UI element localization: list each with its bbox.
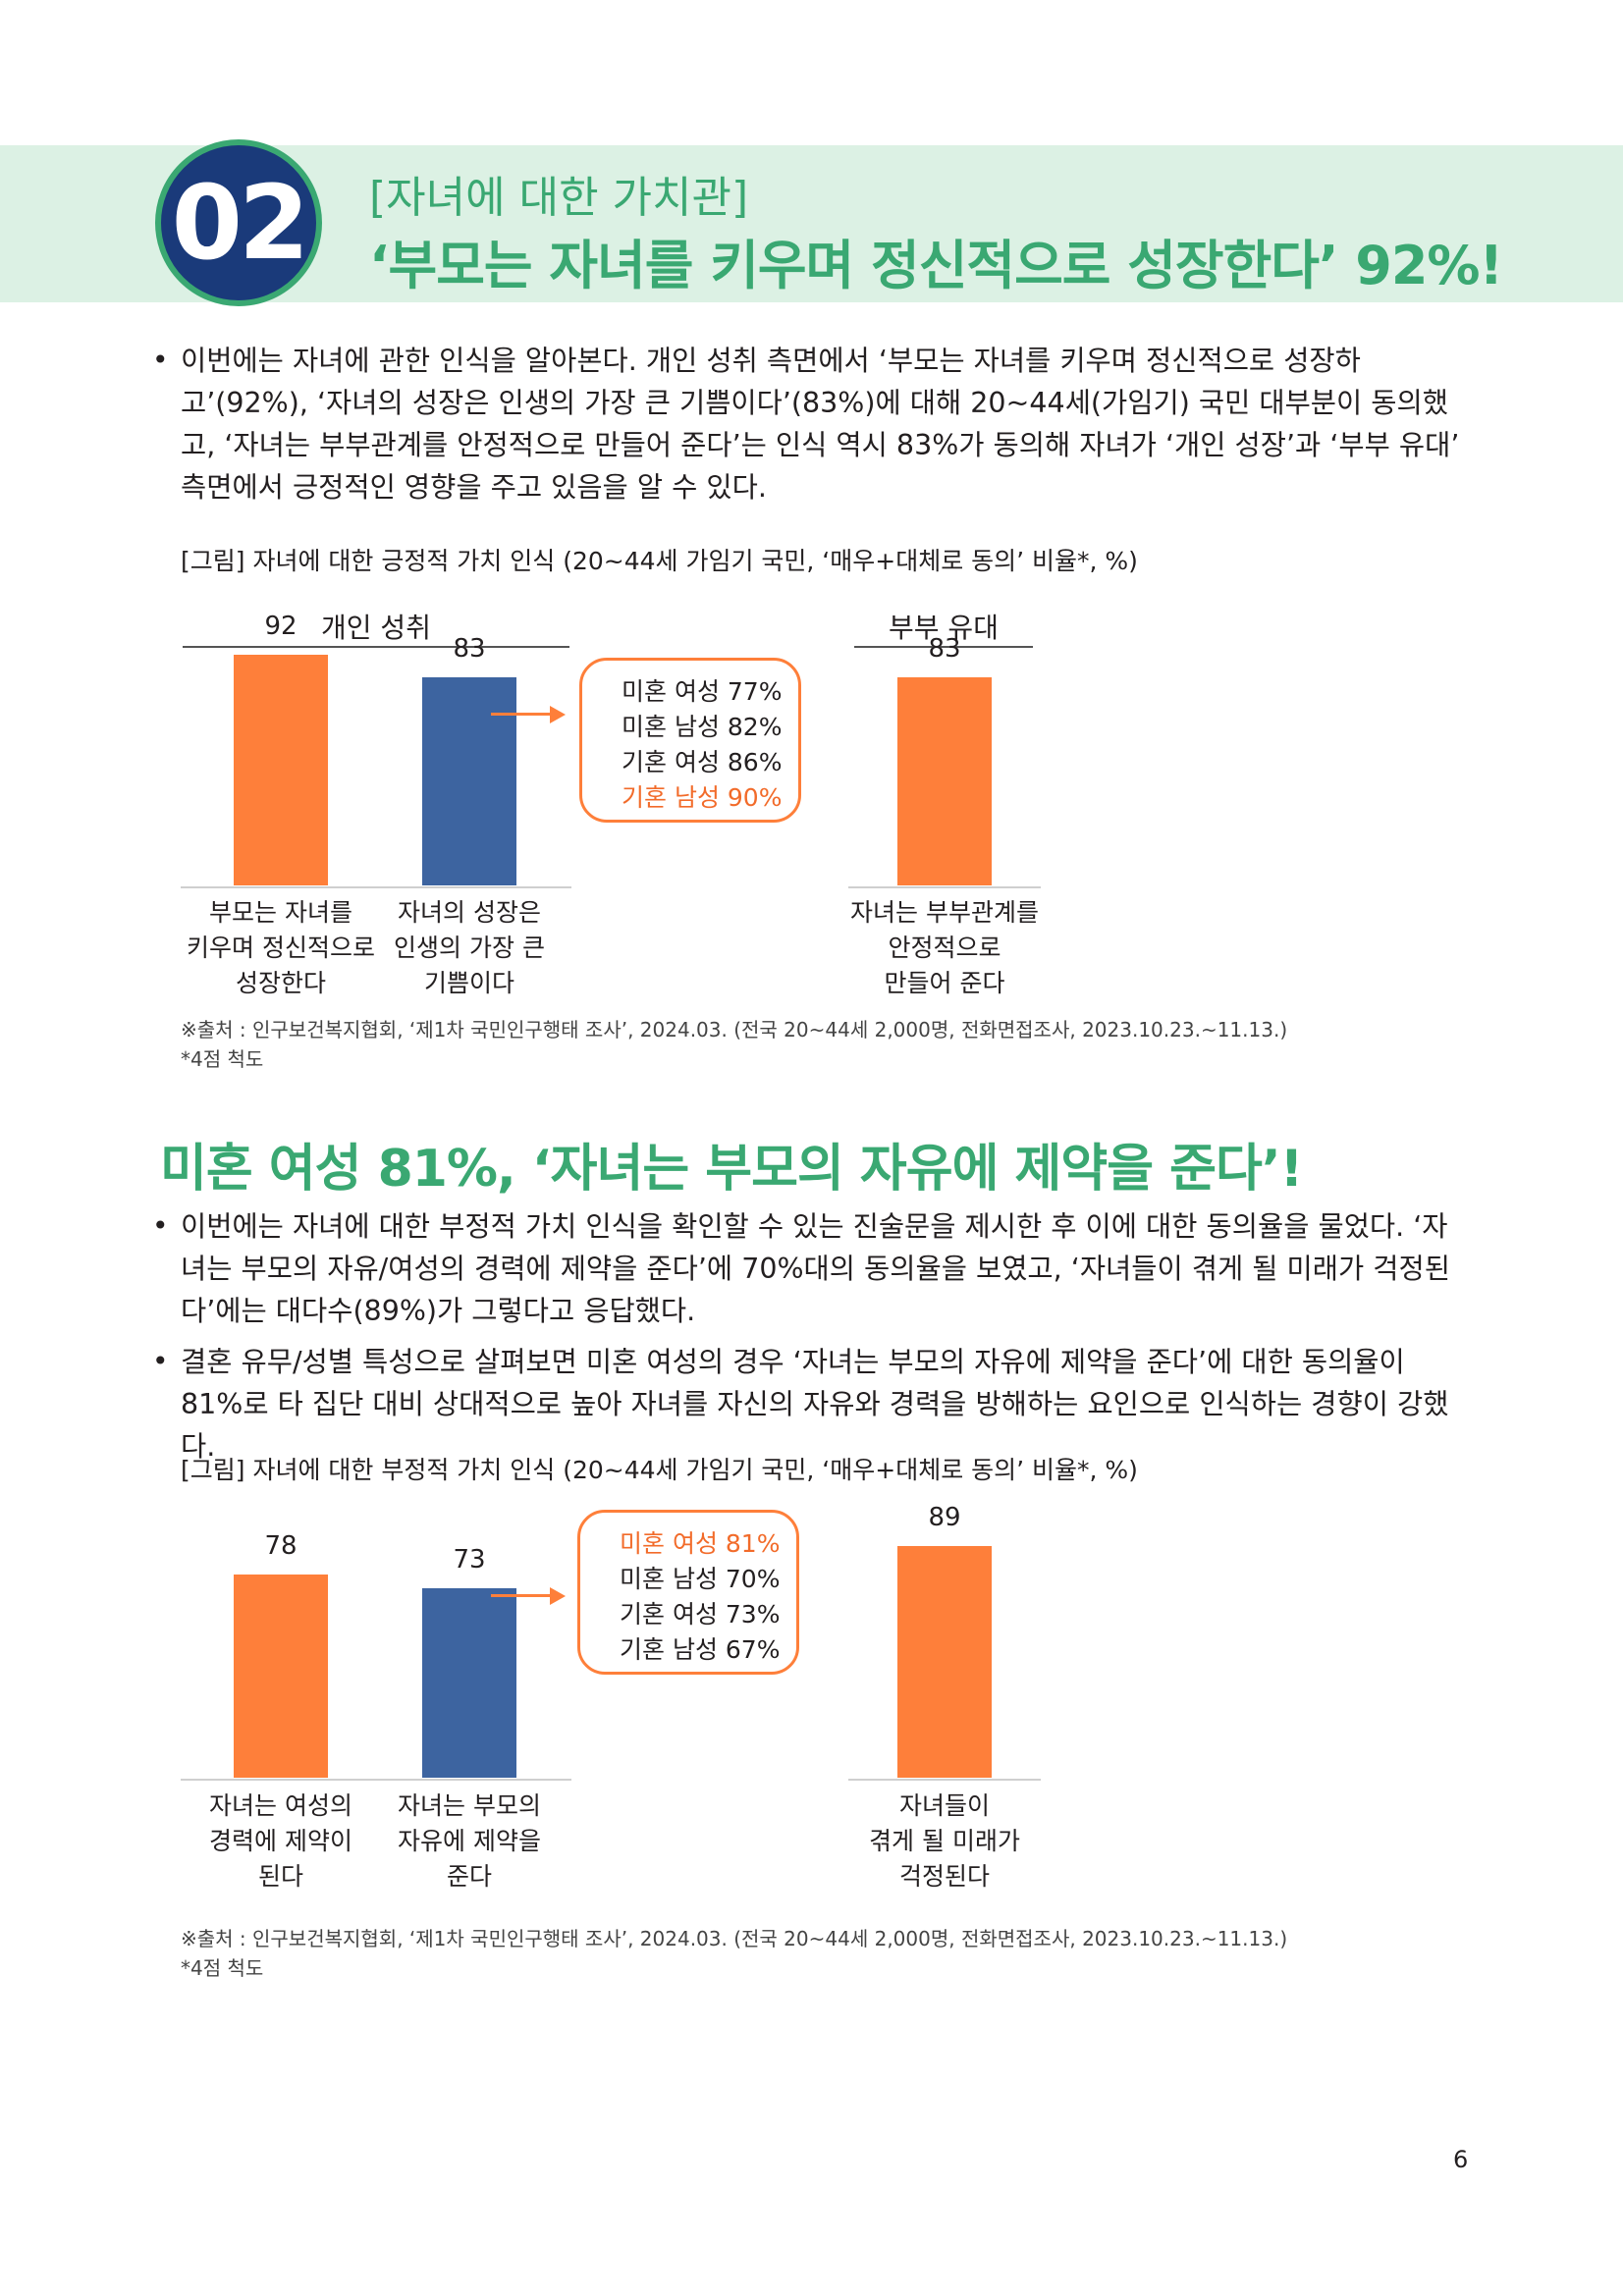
section-number-badge: 02	[155, 139, 322, 306]
x-label-line: 된다	[257, 1862, 303, 1891]
x-label-line: 만들어 준다	[884, 969, 1005, 997]
x-label-line: 키우며 정신적으로	[187, 934, 375, 962]
x-label-line: 겪게 될 미래가	[869, 1827, 1020, 1855]
callout-line-highlight: 미혼 여성 81%	[620, 1529, 781, 1558]
x-label-line: 자유에 제약을	[398, 1827, 541, 1855]
figure1-caption: [그림] 자녀에 대한 긍정적 가치 인식 (20~44세 가임기 국민, ‘매…	[181, 547, 1138, 575]
callout-line: 기혼 여성 73%	[620, 1600, 781, 1629]
x-label-line: 부모는 자녀를	[209, 898, 352, 927]
x-label-line: 안정적으로	[888, 934, 1001, 962]
callout-line: 미혼 남성 70%	[620, 1565, 781, 1593]
page-number: 6	[1453, 2146, 1469, 2173]
chart2-value-label-future: 89	[928, 1503, 961, 1533]
section2-bullet2: 결혼 유무/성별 특성으로 살펴보면 미혼 여성의 경우 ‘자녀는 부모의 자유…	[181, 1346, 1449, 1463]
chart1-value-label-marriage: 83	[928, 634, 961, 665]
chart2-bar-career	[234, 1575, 328, 1778]
chart2-callout-box: 미혼 여성 81% 미혼 남성 70% 기혼 여성 73% 기혼 남성 67%	[577, 1510, 799, 1675]
x-label-line: 자녀는 여성의	[209, 1791, 352, 1820]
chart1-bar-growth	[234, 655, 328, 885]
chart2-x-label-future: 자녀들이 겪게 될 미래가 걱정된다	[827, 1789, 1062, 1895]
bullet-dot: •	[152, 1209, 169, 1242]
chart1-bar-joy	[422, 677, 516, 885]
figure1-source: ※출처 : 인구보건복지협회, ‘제1차 국민인구행태 조사’, 2024.03…	[181, 1018, 1288, 1041]
chart1-x-label-joy: 자녀의 성장은 인생의 가장 큰 기쁨이다	[361, 895, 577, 1001]
figure2-caption: [그림] 자녀에 대한 부정적 가치 인식 (20~44세 가임기 국민, ‘매…	[181, 1456, 1138, 1484]
chart1-callout-box: 미혼 여성 77% 미혼 남성 82% 기혼 여성 86% 기혼 남성 90%	[579, 658, 801, 823]
bullet-dot: •	[152, 344, 169, 376]
group-label-personal: 개인 성취	[321, 612, 431, 644]
chart2-baseline-right	[848, 1779, 1041, 1781]
section2-headline: 미혼 여성 81%, ‘자녀는 부모의 자유에 제약을 준다’!	[160, 1140, 1303, 1199]
callout-line: 미혼 남성 82%	[622, 713, 783, 741]
section-headline: ‘부모는 자녀를 키우며 정신적으로 성장한다’ 92%!	[369, 235, 1503, 296]
chart1-bar-marriage	[897, 677, 992, 885]
group-rule-personal	[183, 646, 569, 648]
x-label-line: 경력에 제약이	[209, 1827, 352, 1855]
x-label-line: 자녀의 성장은	[398, 898, 541, 927]
x-label-line: 준다	[446, 1862, 492, 1891]
chart2-x-label-freedom: 자녀는 부모의 자유에 제약을 준다	[361, 1789, 577, 1895]
chart2-bar-freedom	[422, 1587, 516, 1778]
x-label-line: 기쁨이다	[423, 969, 514, 997]
chart1-x-label-marriage: 자녀는 부부관계를 안정적으로 만들어 준다	[827, 895, 1062, 1001]
section-kicker: [자녀에 대한 가치관]	[369, 173, 749, 223]
chart1-value-label-joy: 83	[453, 634, 486, 665]
callout-line: 미혼 여성 77%	[622, 677, 783, 706]
callout-line-highlight: 기혼 남성 90%	[622, 783, 783, 812]
callout-line: 기혼 여성 86%	[622, 748, 783, 776]
x-label-line: 자녀는 부부관계를	[850, 898, 1039, 927]
chart2-x-label-career: 자녀는 여성의 경력에 제약이 된다	[173, 1789, 389, 1895]
chart1-value-label-growth: 92	[264, 612, 298, 642]
chart1-x-label-growth: 부모는 자녀를 키우며 정신적으로 성장한다	[173, 895, 389, 1001]
figure2-source: ※출처 : 인구보건복지협회, ‘제1차 국민인구행태 조사’, 2024.03…	[181, 1927, 1288, 1950]
chart2-value-label-career: 78	[264, 1531, 298, 1562]
bullet-dot: •	[152, 1345, 169, 1377]
chart1-baseline-right	[848, 886, 1041, 888]
chart2-value-label-freedom: 73	[453, 1544, 486, 1575]
chart1-baseline-left	[181, 886, 571, 888]
chart2-baseline-left	[181, 1779, 571, 1781]
chart1-arrow-line	[491, 713, 552, 716]
chart2-arrow-head-icon	[550, 1587, 566, 1605]
x-label-line: 인생의 가장 큰	[394, 934, 545, 962]
intro-paragraph: 이번에는 자녀에 관한 인식을 알아본다. 개인 성취 측면에서 ‘부모는 자녀…	[181, 345, 1460, 504]
chart2-arrow-line	[491, 1594, 552, 1597]
chart1-arrow-head-icon	[550, 706, 566, 723]
x-label-line: 자녀들이	[898, 1791, 990, 1820]
x-label-line: 성장한다	[235, 969, 326, 997]
figure1-note: *4점 척도	[181, 1047, 264, 1071]
callout-line: 기혼 남성 67%	[620, 1635, 781, 1664]
section2-bullet1: 이번에는 자녀에 대한 부정적 가치 인식을 확인할 수 있는 진술문을 제시한…	[181, 1210, 1450, 1327]
group-rule-couple	[854, 646, 1033, 648]
x-label-line: 자녀는 부모의	[398, 1791, 541, 1820]
group-label-couple: 부부 유대	[889, 612, 999, 644]
figure2-note: *4점 척도	[181, 1956, 264, 1980]
x-label-line: 걱정된다	[898, 1862, 990, 1891]
chart2-bar-future	[897, 1546, 992, 1778]
